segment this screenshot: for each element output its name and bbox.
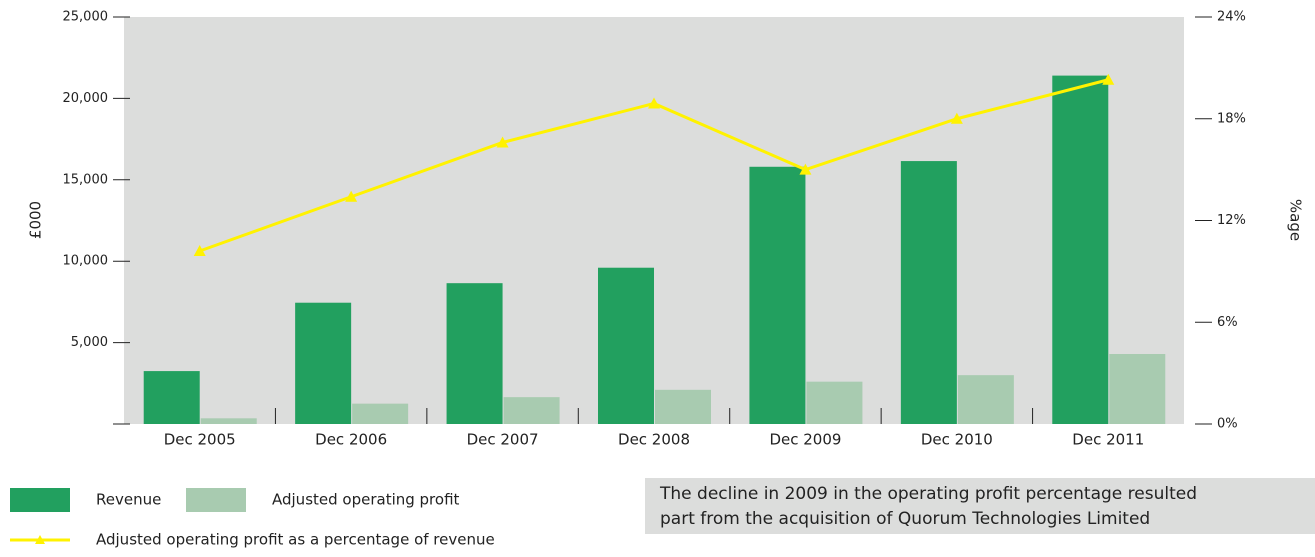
line-marker <box>950 112 963 124</box>
y2-axis-label: %age <box>1287 199 1305 241</box>
x-tick-label: Dec 2010 <box>921 431 993 449</box>
bar <box>295 302 352 424</box>
x-tick-label: Dec 2006 <box>315 431 387 449</box>
bar <box>446 283 503 424</box>
y2-tick-label: 12% <box>1217 213 1246 228</box>
legend-label: Adjusted operating profit as a percentag… <box>96 531 495 549</box>
x-tick-label: Dec 2005 <box>164 431 236 449</box>
line-marker <box>345 190 358 202</box>
y2-tick-label: 0% <box>1217 417 1238 432</box>
bar <box>1109 353 1166 424</box>
legend-swatch <box>10 488 70 512</box>
line-marker <box>193 245 206 257</box>
y-tick-label: 20,000 <box>63 91 109 106</box>
bar <box>598 267 654 424</box>
annotation: part from the acquisition of Quorum Tech… <box>660 509 1150 529</box>
legend-label: Adjusted operating profit <box>272 491 460 509</box>
legend-label: Revenue <box>96 491 161 509</box>
bar <box>957 375 1014 424</box>
bar <box>200 418 257 424</box>
x-tick-label: Dec 2011 <box>1072 431 1144 449</box>
y2-tick-label: 24% <box>1217 10 1246 25</box>
line-marker <box>648 97 660 109</box>
y-tick-label: 25,000 <box>63 10 109 25</box>
bar <box>806 381 863 424</box>
y2-tick-label: 18% <box>1217 111 1246 126</box>
line-marker <box>496 136 509 148</box>
y-axis-label: £000 <box>27 201 45 239</box>
x-tick-label: Dec 2008 <box>618 431 690 449</box>
legend-swatch <box>35 535 45 544</box>
bar <box>900 161 957 424</box>
line-marker <box>799 163 812 175</box>
bar <box>655 389 711 424</box>
bar <box>1052 75 1109 424</box>
y-tick-label: 15,000 <box>63 172 109 187</box>
y-tick-label: 5,000 <box>71 335 108 350</box>
y-tick-label: 10,000 <box>63 254 109 269</box>
y2-tick-label: 6% <box>1217 315 1238 330</box>
bar <box>749 166 806 424</box>
annotation: The decline in 2009 in the operating pro… <box>659 484 1197 504</box>
line-marker <box>1102 73 1115 85</box>
x-tick-label: Dec 2009 <box>769 431 841 449</box>
bar <box>352 403 409 424</box>
annotation-box <box>645 478 1315 534</box>
bar <box>503 397 560 424</box>
bar <box>143 371 200 424</box>
x-tick-label: Dec 2007 <box>467 431 539 449</box>
legend-swatch <box>186 488 246 512</box>
